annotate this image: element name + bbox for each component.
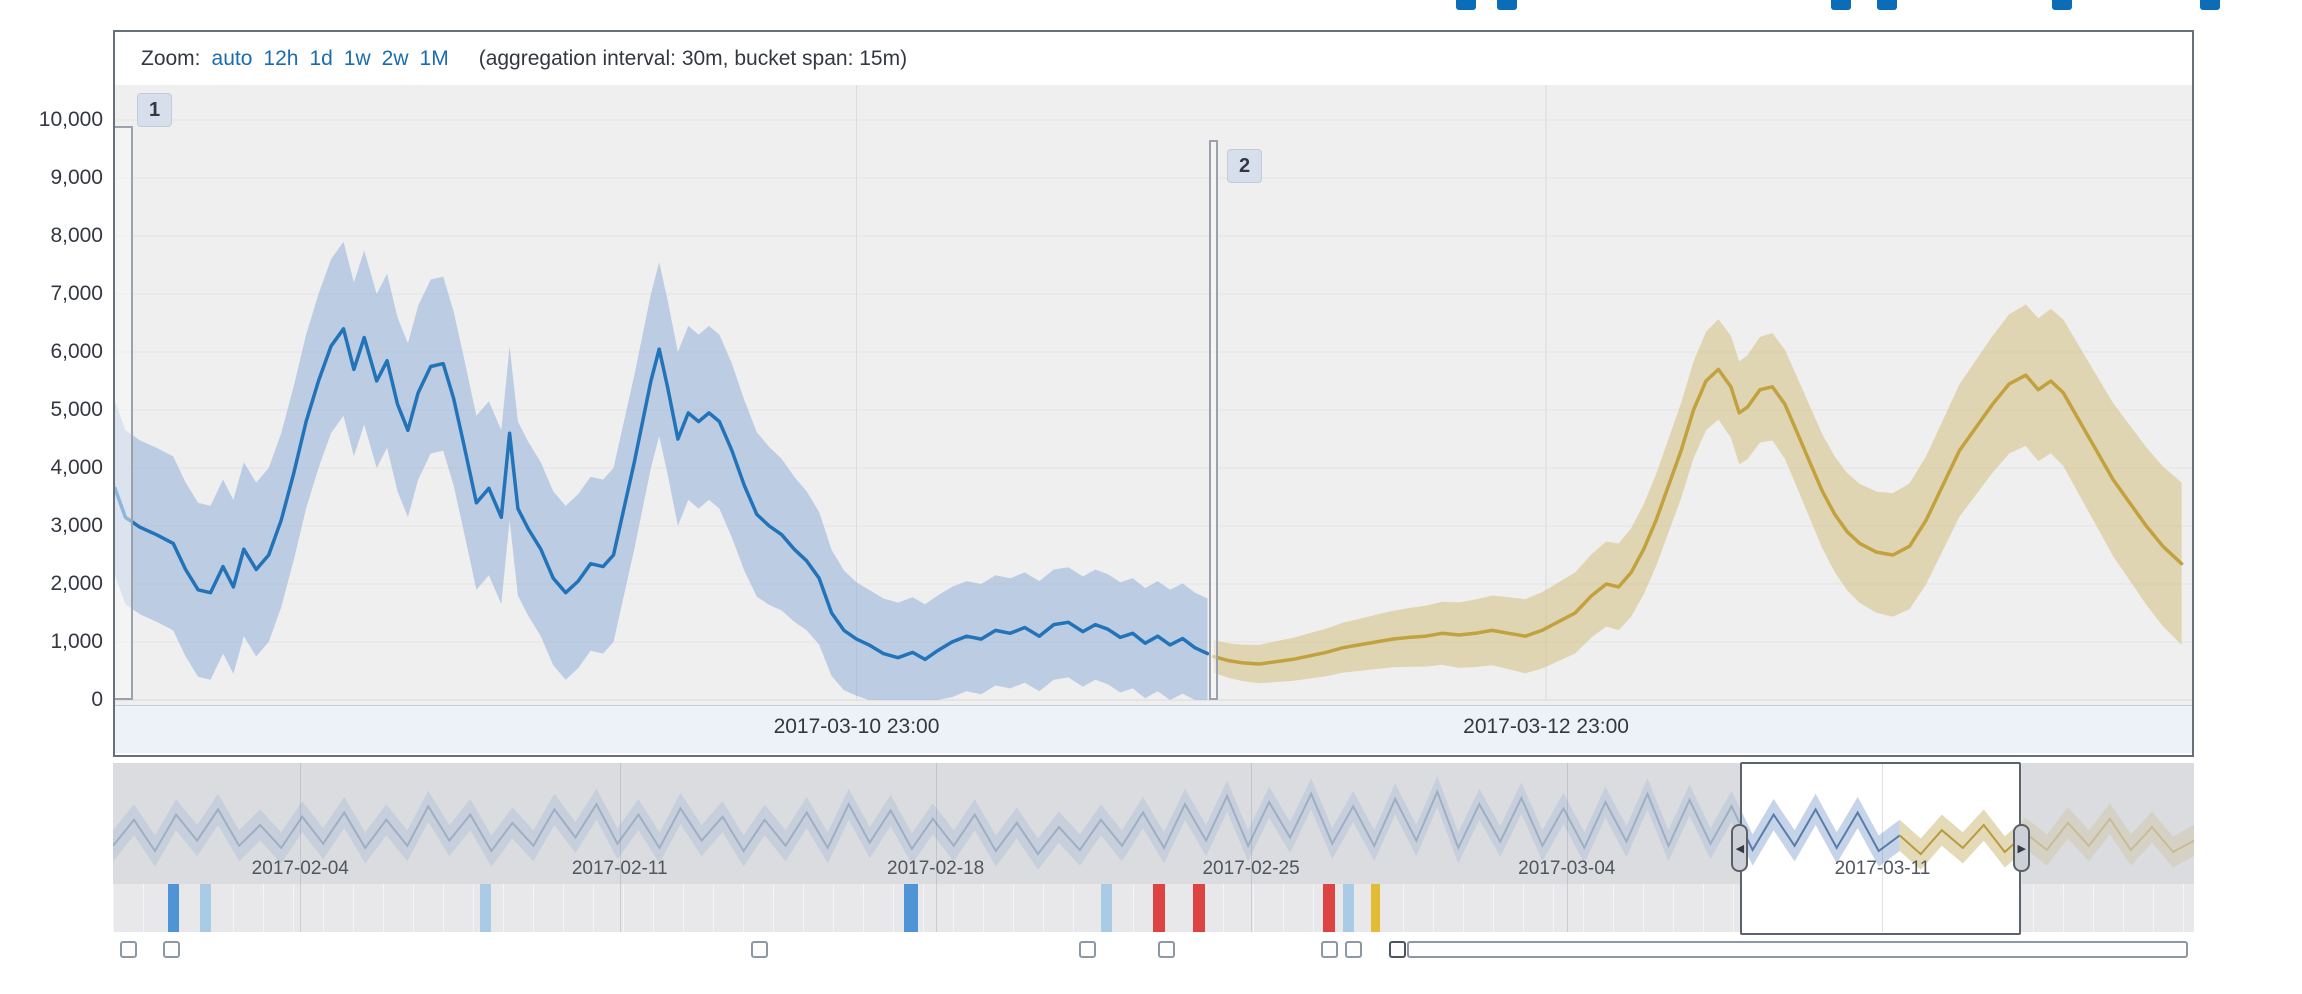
anomaly-cell-lightblue-4[interactable] — [1101, 884, 1113, 932]
aggregation-note: (aggregation interval: 30m, bucket span:… — [478, 46, 908, 70]
annotation-marker-7[interactable] — [1389, 941, 1407, 958]
y-axis-label-8: 8,000 — [50, 224, 103, 247]
actual-confidence-band — [115, 241, 1208, 701]
annotation-marker-0[interactable] — [120, 941, 138, 958]
y-axis-label-5: 5,000 — [50, 398, 103, 421]
context-chart[interactable]: 2017-02-04 2017-02-11 2017-02-18 2017-02-25… — [113, 763, 2194, 884]
zoom-option-1M[interactable]: 1M — [419, 46, 449, 70]
toolbar-icon-partial-4[interactable] — [1877, 0, 1897, 10]
anomaly-cell-blue-0[interactable] — [168, 884, 180, 932]
context-selection-brush[interactable] — [1740, 762, 2022, 935]
annotation-chip-1[interactable]: 1 — [137, 93, 173, 127]
zoom-links: auto 12h 1d 1w 2w 1M — [201, 47, 449, 71]
zoom-option-1d[interactable]: 1d — [309, 46, 333, 70]
y-axis-label-0: 0 — [91, 688, 103, 711]
anomaly-cell-lightblue-8[interactable] — [1343, 884, 1355, 932]
focus-chart-svg — [115, 85, 2192, 701]
annotation-marker-2[interactable] — [750, 941, 768, 958]
y-axis-label-9: 9,000 — [50, 166, 103, 189]
focus-x-tick-label-0: 2017-03-10 23:00 — [773, 715, 940, 738]
toolbar-icon-partial-1[interactable] — [1456, 0, 1476, 10]
zoom-option-2w[interactable]: 2w — [381, 46, 409, 70]
week-gridline-5 — [1882, 763, 1884, 932]
week-gridline-0 — [300, 763, 302, 932]
anomaly-swimlane[interactable] — [113, 884, 2194, 932]
zoom-option-12h[interactable]: 12h — [263, 46, 299, 70]
context-x-tick-label-4: 2017-03-04 — [1518, 858, 1616, 879]
focus-x-axis: 2017-03-10 23:00 2017-03-12 23:00 — [115, 705, 2192, 753]
context-x-tick-label-2: 2017-02-18 — [887, 858, 985, 879]
anomaly-cell-red-5[interactable] — [1153, 884, 1166, 932]
annotation-marker-5[interactable] — [1321, 941, 1339, 958]
left-arrow-icon: ◀ — [1735, 841, 1745, 855]
annotation-band-1[interactable] — [115, 125, 133, 700]
actual-line — [115, 327, 1210, 662]
y-axis-label-2: 2,000 — [50, 572, 103, 595]
toolbar-icon-partial-6[interactable] — [2200, 0, 2220, 10]
context-chart-svg — [113, 763, 2194, 884]
toolbar-icon-partial-2[interactable] — [1497, 0, 1517, 10]
context-mask-left — [113, 763, 1741, 884]
week-gridline-2 — [935, 763, 937, 932]
annotation-marker-3[interactable] — [1079, 941, 1096, 958]
context-x-tick-label-0: 2017-02-04 — [251, 858, 349, 879]
swimlane-selected-region — [1740, 884, 2022, 932]
week-gridline-4 — [1566, 763, 1568, 932]
y-axis-label-6: 6,000 — [50, 340, 103, 363]
brush-handle-left[interactable]: ◀ — [1731, 824, 1749, 872]
annotation-band-2[interactable] — [1209, 140, 1219, 700]
week-gridline-1 — [619, 763, 621, 932]
week-gridline-3 — [1251, 763, 1253, 932]
y-axis-label-10: 10,000 — [38, 108, 103, 131]
context-x-tick-label-1: 2017-02-11 — [571, 858, 668, 879]
anomaly-cell-red-7[interactable] — [1323, 884, 1336, 932]
y-axis-label-3: 3,000 — [50, 514, 103, 537]
annotation-marker-4[interactable] — [1158, 941, 1176, 958]
zoom-controls: Zoom: auto 12h 1d 1w 2w 1M (aggregation interva… — [115, 32, 2192, 85]
toolbar-icon-partial-3[interactable] — [1831, 0, 1851, 10]
annotation-marker-6[interactable] — [1345, 941, 1363, 958]
anomaly-cell-lightblue-1[interactable] — [200, 884, 212, 932]
anomaly-cell-lightblue-2[interactable] — [480, 884, 492, 932]
y-axis-label-4: 4,000 — [50, 456, 103, 479]
context-mask-right — [2021, 763, 2194, 884]
forecast-confidence-band — [1213, 304, 2182, 684]
anomaly-cell-red-6[interactable] — [1193, 884, 1206, 932]
context-x-tick-label-3: 2017-02-25 — [1202, 858, 1300, 879]
forecast-line — [1211, 367, 2184, 666]
y-axis-label-7: 7,000 — [50, 282, 103, 305]
zoom-label: Zoom: — [141, 46, 201, 70]
zoom-option-auto[interactable]: auto — [211, 46, 253, 70]
focus-x-tick-label-1: 2017-03-12 23:00 — [1463, 715, 1629, 738]
right-arrow-icon: ▶ — [2017, 841, 2026, 855]
y-axis-label-1: 1,000 — [50, 630, 103, 653]
annotation-chip-2[interactable]: 2 — [1227, 149, 1263, 183]
anomaly-cell-blue-3[interactable] — [903, 884, 918, 932]
toolbar-icon-partial-5[interactable] — [2052, 0, 2072, 10]
annotation-marker-1[interactable] — [163, 941, 181, 958]
anomaly-cell-yellow-9[interactable] — [1371, 884, 1381, 932]
annotation-span-marker[interactable] — [1407, 941, 2188, 958]
brush-handle-right[interactable]: ▶ — [2013, 824, 2031, 872]
context-x-tick-label-5: 2017-03-11 — [1834, 858, 1931, 879]
annotations-track — [113, 938, 2194, 964]
focus-chart-panel: Zoom: auto 12h 1d 1w 2w 1M (aggregation interva… — [113, 30, 2194, 757]
zoom-option-1w[interactable]: 1w — [343, 46, 371, 70]
